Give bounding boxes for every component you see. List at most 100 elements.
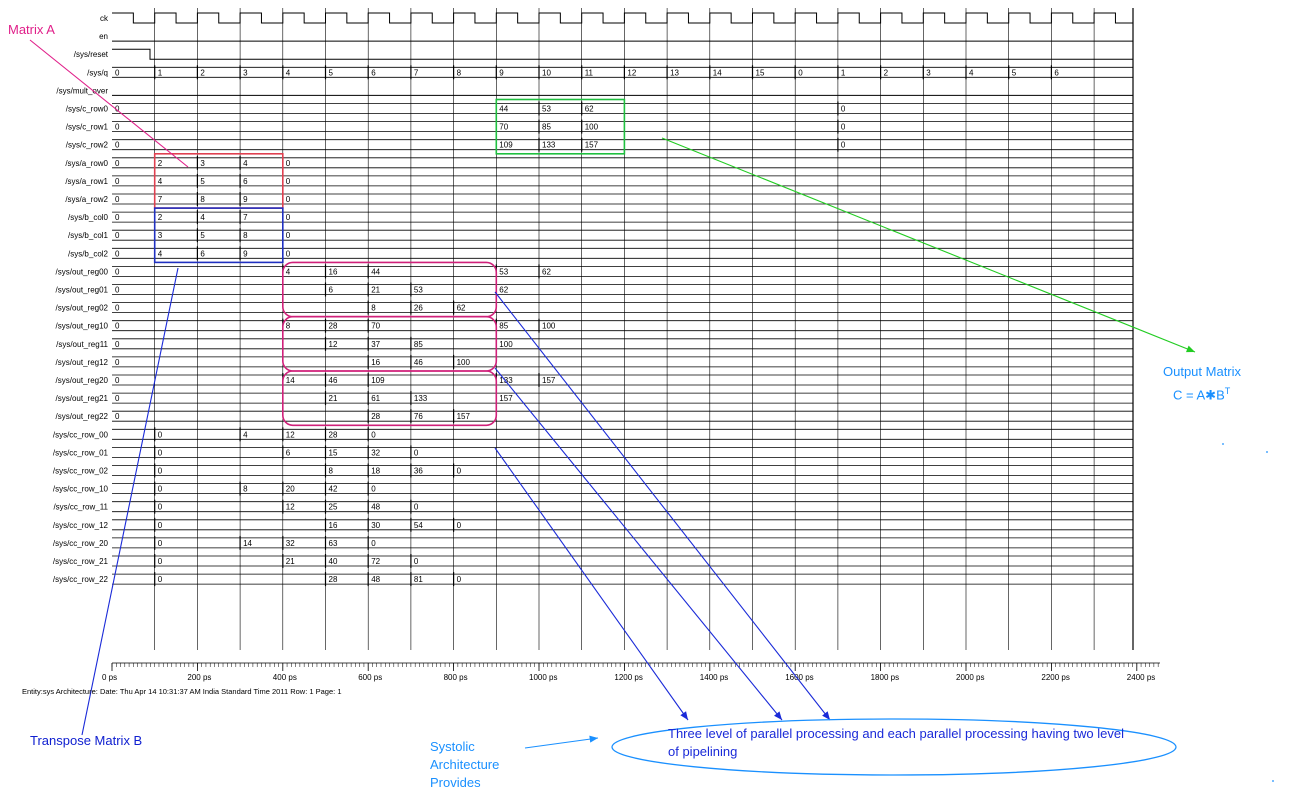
bus-value: 0 [115,123,120,132]
bus-value: 7 [158,195,163,204]
bus-value: 1 [841,68,846,77]
bus-value: 0 [841,105,846,114]
bus-value: 2 [158,213,163,222]
bus-value: 0 [115,304,120,313]
bus-value: 4 [286,68,291,77]
time-label: 200 ps [187,673,211,682]
bus-value: 61 [371,394,380,403]
signal-name: /sys/c_row0 [66,105,109,114]
bus-value: 9 [243,249,248,258]
bus-value: 28 [329,430,338,439]
bus-value: 5 [200,231,205,240]
time-label: 800 ps [444,673,468,682]
signal-name: /sys/cc_row_22 [53,575,109,584]
bus-value: 0 [158,503,163,512]
output-eq-lhs: C = A [1173,387,1206,403]
bus-value: 28 [371,412,380,421]
bus-value: 8 [457,68,462,77]
output-matrix-label: Output Matrix [1163,364,1242,379]
bus-value: 4 [158,177,163,186]
output-equation: C = A✱BT [1173,386,1230,403]
bus-value: 0 [286,159,291,168]
bus-value: 0 [115,322,120,331]
bus-value: 0 [158,575,163,584]
bus-value: 25 [329,503,338,512]
bus-value: 16 [329,267,338,276]
signal-name: /sys/b_col2 [68,249,109,258]
signal-name: /sys/out_reg11 [56,340,108,349]
matrix-b-box [153,207,284,264]
bus-value: 14 [243,539,252,548]
bus-value: 3 [200,159,205,168]
bus-value: 16 [329,521,338,530]
bus-value: 42 [329,485,338,494]
bus-value: 3 [926,68,931,77]
time-label: 2000 ps [956,673,984,682]
bus-value: 54 [414,521,423,530]
bus-value: 15 [756,68,765,77]
bus-value: 0 [371,539,376,548]
bus-value: 0 [158,448,163,457]
bus-value: 6 [1054,68,1059,77]
bus-value: 12 [286,503,295,512]
bus-value: 53 [414,286,423,295]
bus-value: 5 [329,68,334,77]
multiply-symbol: ✱ [1205,387,1217,403]
output-matrix-arrow-head [1186,345,1195,353]
systolic-arrow [524,737,599,749]
bus-value: 85 [542,123,551,132]
bus-value: 3 [243,68,248,77]
bus-value: 0 [115,231,120,240]
signal-name: /sys/a_row2 [65,195,108,204]
signal-name: /sys/out_reg22 [56,412,109,421]
bus-value: 133 [542,141,556,150]
bus-value: 9 [499,68,504,77]
bus-value: 5 [1012,68,1017,77]
bus-value: 100 [457,358,471,367]
bus-value: 8 [243,231,248,240]
signal-name: /sys/out_reg10 [56,322,109,331]
bus-value: 0 [115,177,120,186]
bus-value: 72 [371,557,380,566]
bus-value: 26 [414,304,423,313]
bus-value: 7 [243,213,248,222]
bus-value: 28 [329,575,338,584]
time-label: 1600 ps [785,673,813,682]
bus-value: 8 [243,485,248,494]
bus-value: 0 [457,521,462,530]
bus-value: 63 [329,539,338,548]
bus-value: 8 [371,304,376,313]
bus-value: 4 [243,430,248,439]
bus-value: 62 [457,304,466,313]
bus-value: 0 [286,195,291,204]
bus-value: 12 [329,340,338,349]
transpose-matrix-b-label: Transpose Matrix B [30,733,143,748]
bus-value: 21 [371,286,380,295]
bus-value: 85 [414,340,423,349]
bus-value: 7 [414,68,419,77]
clock-waveform [112,12,1133,24]
time-label: 2200 ps [1041,673,1069,682]
signal-name: /sys/out_reg20 [56,376,109,385]
bus-value: 8 [286,322,291,331]
systolic-label: Systolic Architecture Provides [430,739,500,790]
pipeline-arrow-row1-head [774,711,782,720]
pipeline-arrow-row2-head [680,711,688,720]
bus-value: 0 [115,195,120,204]
bus-value: 12 [286,430,295,439]
bus-value: 0 [414,503,419,512]
bus-value: 12 [627,68,636,77]
signal-name: /sys/cc_row_10 [53,485,109,494]
signal-name: /sys/c_row2 [66,141,109,150]
bus-value: 6 [329,286,334,295]
bus-value: 4 [969,68,974,77]
time-label: 1000 ps [529,673,557,682]
output-eq-b: B [1216,387,1225,403]
signal-name: /sys/out_reg21 [56,394,109,403]
bus-value: 62 [542,267,551,276]
bus-value: 0 [115,68,120,77]
bus-value: 8 [329,467,334,476]
bus-value: 0 [115,249,120,258]
bus-value: 0 [115,213,120,222]
bus-value: 53 [499,267,508,276]
